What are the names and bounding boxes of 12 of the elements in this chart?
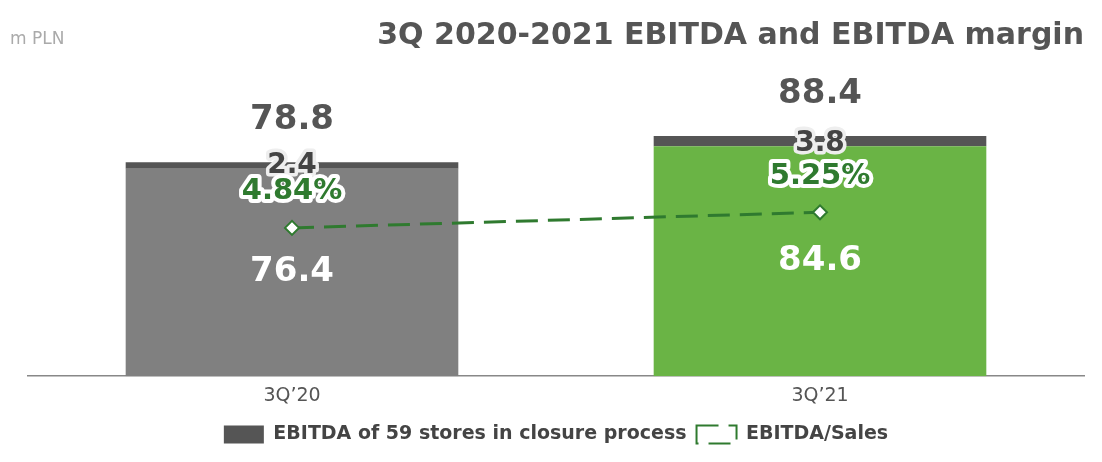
total-label: 78.8	[250, 96, 334, 137]
x-tick-label: 3Q’20	[263, 382, 321, 405]
chart-title: 3Q 2020-2021 EBITDA and EBITDA margin	[377, 15, 1084, 51]
legend-label: EBITDA of 59 stores in closure process	[273, 421, 687, 444]
text: m PLN	[10, 28, 65, 49]
total-label: 88.4	[778, 70, 862, 111]
data-label: 4.84%	[241, 172, 343, 207]
data-label: 76.4	[250, 249, 334, 290]
data-label: 5.25%	[769, 156, 871, 191]
x-tick-label: 3Q’21	[791, 382, 849, 405]
data-label: 84.6	[778, 238, 862, 279]
legend-label: EBITDA/Sales	[746, 421, 889, 444]
